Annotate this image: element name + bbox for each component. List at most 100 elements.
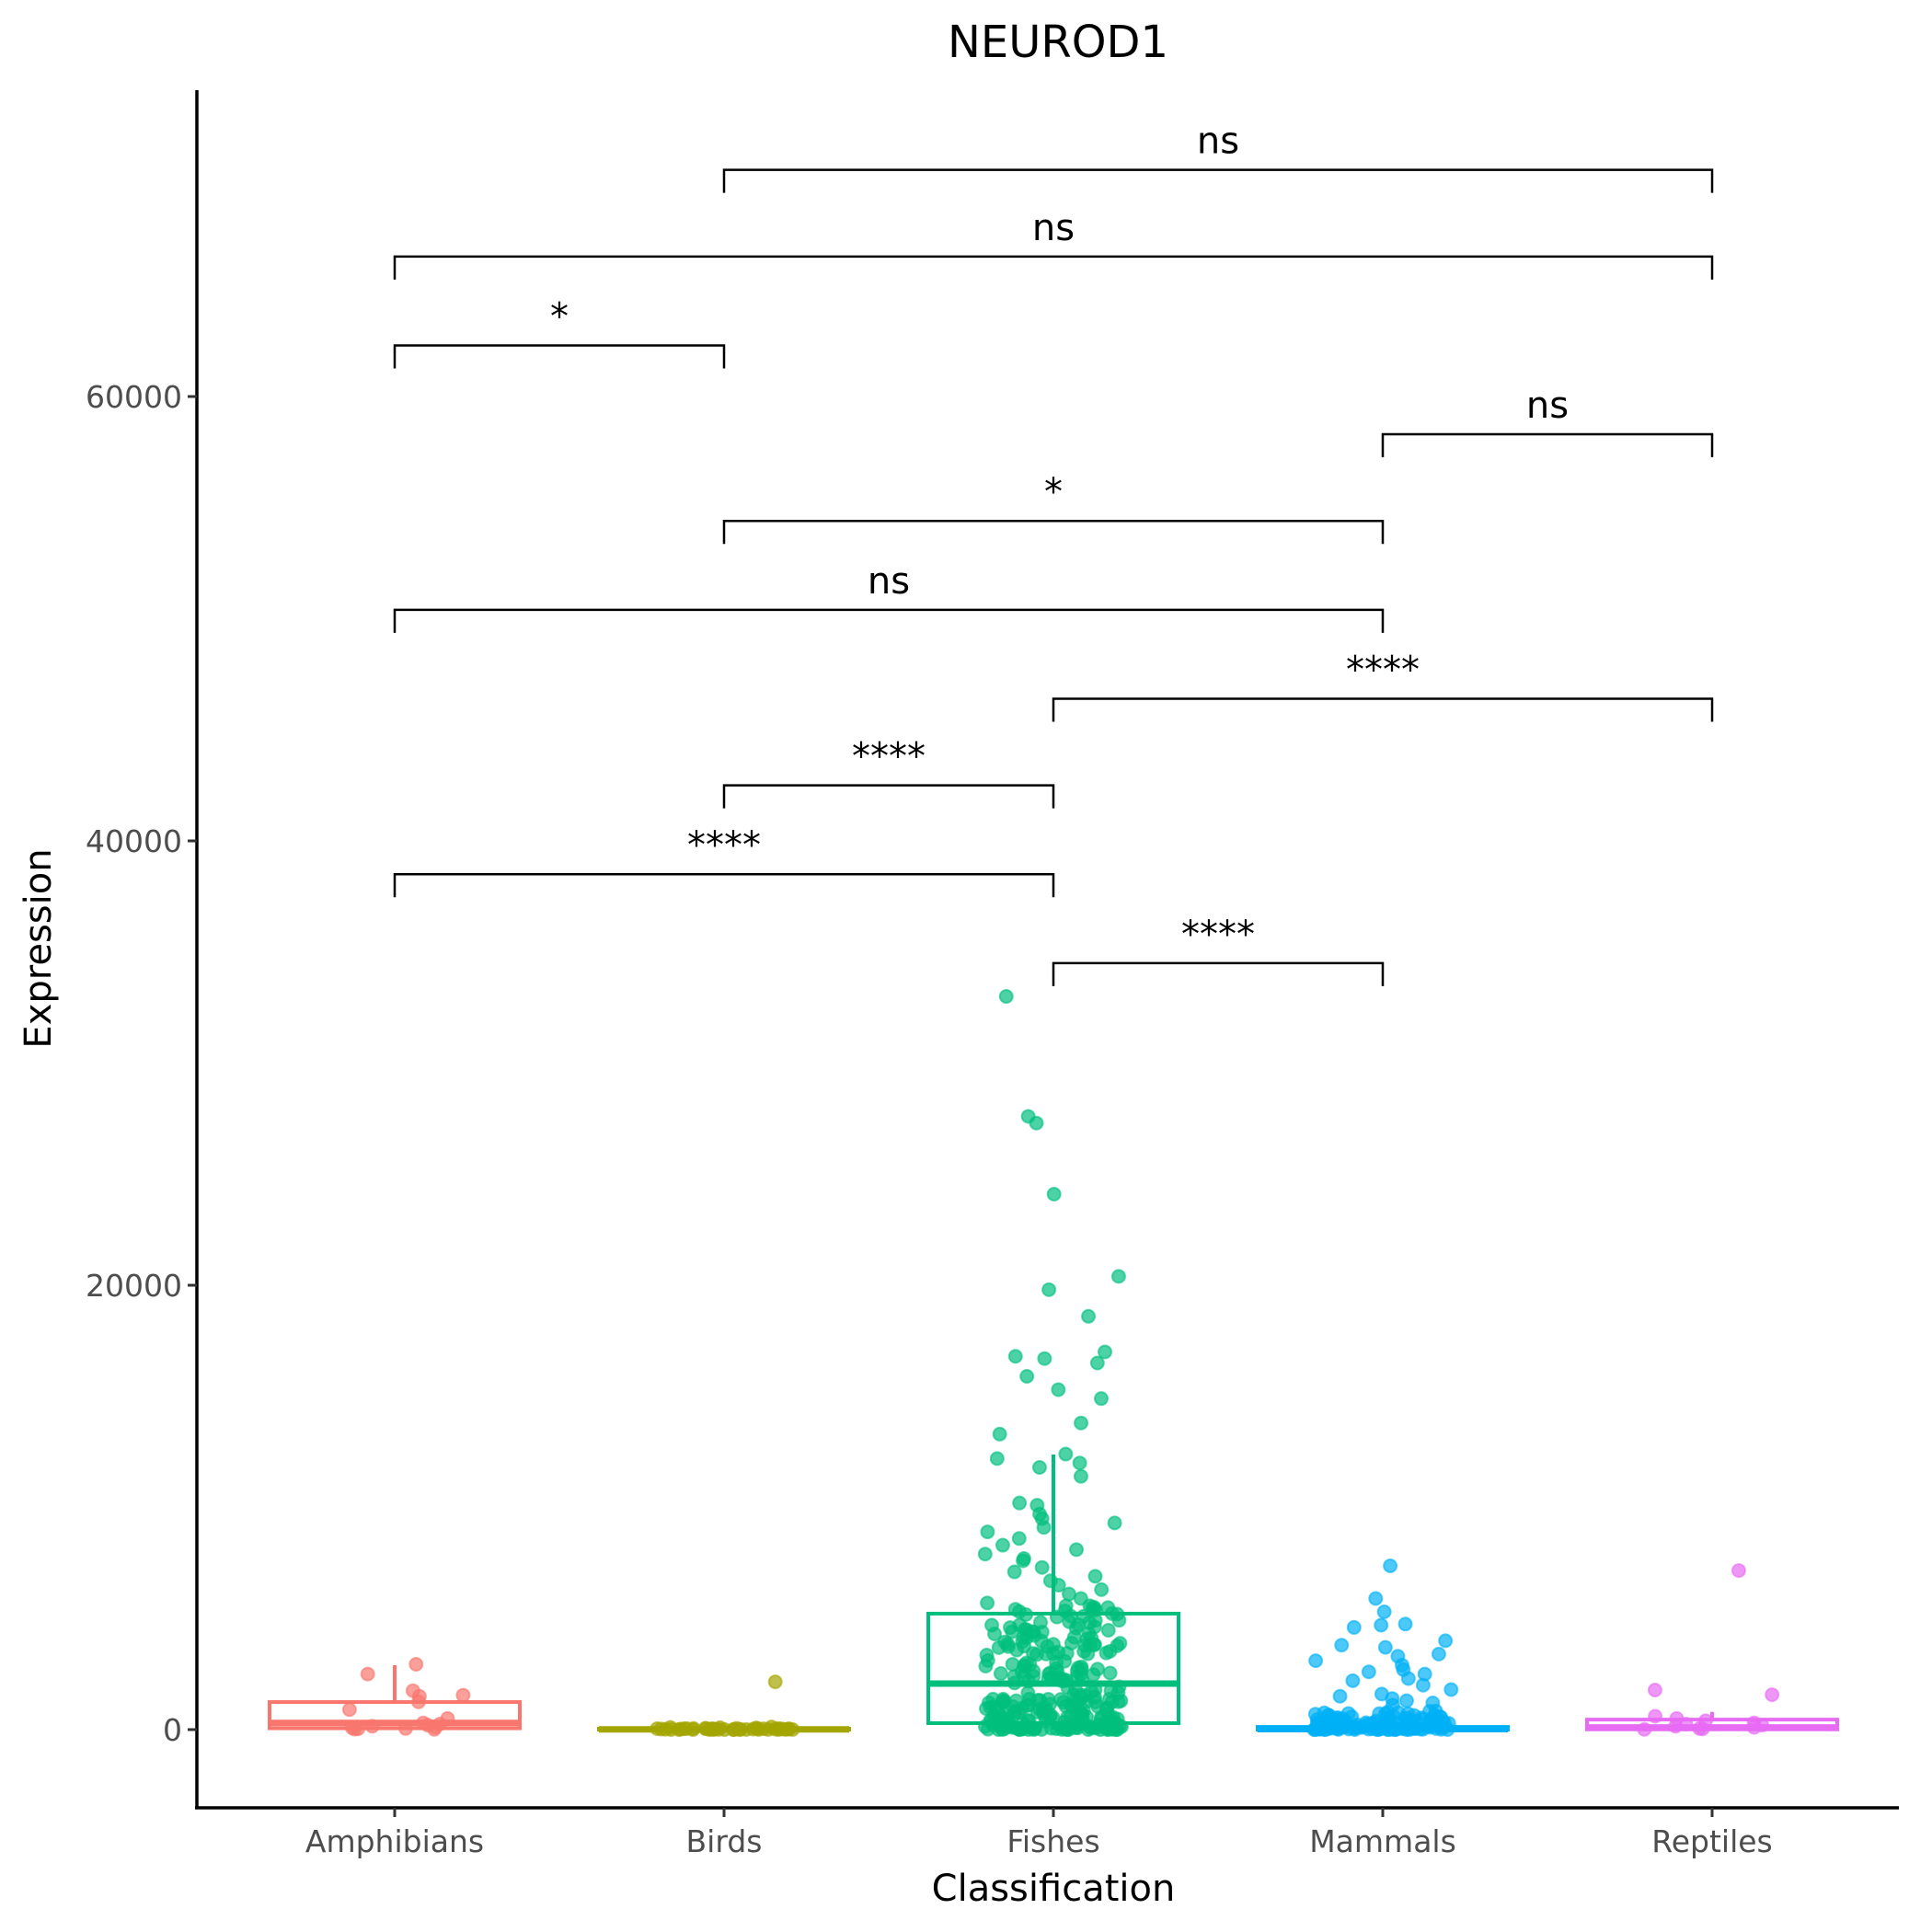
data-point [1330,1721,1346,1737]
data-point [1080,1646,1096,1662]
data-point [1093,1391,1109,1407]
data-point [980,1595,995,1611]
data-point [1647,1683,1662,1698]
data-point [1309,1719,1325,1734]
data-point [1026,1668,1041,1684]
x-axis-ticks: Amphibians Birds Fishes Mammals Reptiles [305,1808,1773,1859]
data-point [1016,1553,1031,1569]
x-tick-label: Birds [686,1823,763,1859]
data-point [1012,1495,1028,1511]
data-point [1036,1703,1052,1719]
data-point [702,1721,718,1737]
box-group-fishes [926,989,1180,1730]
data-point [1368,1713,1384,1729]
data-point [1061,1586,1076,1602]
data-point [1014,1700,1029,1716]
data-point [1045,1710,1061,1726]
plot-area [268,989,1839,1737]
significance-bracket: * [722,471,1385,545]
significance-bracket: **** [393,824,1055,898]
data-point [1390,1705,1406,1720]
data-point [1072,1455,1087,1471]
data-point [745,1721,761,1737]
bracket-line [722,784,1055,809]
data-point [1374,1617,1389,1633]
data-point [1098,1344,1113,1360]
data-point [1053,1692,1069,1708]
data-point [1006,1564,1022,1580]
data-point [1034,1624,1050,1639]
data-point [1438,1633,1454,1649]
data-point [995,1691,1011,1707]
data-point [1007,1349,1023,1364]
bracket-line [393,255,1714,280]
data-point [989,1451,1005,1466]
data-point [1074,1707,1089,1722]
data-point [767,1674,783,1690]
data-point [977,1719,993,1734]
data-point [986,1708,1002,1723]
data-point [1045,1637,1061,1652]
data-point [653,1721,669,1737]
box-iqr [268,1700,522,1731]
significance-label: **** [687,824,761,867]
data-point [978,1658,994,1673]
data-point [1415,1677,1431,1693]
data-point [1765,1687,1780,1703]
significance-bracket: ns [1381,385,1714,458]
data-point [1746,1719,1762,1735]
data-point [410,1694,426,1709]
data-point [1051,1382,1066,1397]
data-point [987,1627,1003,1642]
bracket-line [1052,961,1385,986]
significance-brackets: **** **** **** **** ns * ns * ns ns [393,121,1714,986]
data-point [1041,1282,1057,1297]
data-point [1387,1721,1403,1737]
data-point [1104,1605,1120,1621]
significance-label: **** [852,736,926,778]
data-point [676,1721,692,1737]
data-point [1695,1721,1710,1737]
data-point [1668,1719,1684,1734]
data-point [1082,1598,1098,1614]
data-point [1397,1616,1413,1632]
data-point [1075,1672,1090,1687]
data-point [1098,1645,1114,1661]
y-tick-label: 60000 [86,379,182,415]
bracket-line [1381,432,1714,458]
data-point [360,1666,375,1682]
data-point [1431,1646,1446,1662]
significance-bracket: ns [722,121,1714,193]
data-point [408,1656,424,1672]
data-point [993,1666,1008,1682]
chart-title: NEUROD1 [948,17,1168,68]
point-cloud-birds [650,1720,800,1737]
data-point [1398,1693,1414,1708]
data-point [341,1702,357,1718]
data-point [1107,1515,1122,1531]
data-point [1368,1591,1384,1606]
y-axis-ticks: 0 20000 40000 60000 [86,379,197,1748]
data-point [1400,1671,1416,1686]
data-point [1041,1672,1056,1687]
data-point [1055,1719,1071,1735]
x-tick-label: Amphibians [305,1823,484,1859]
significance-bracket: ns [393,207,1714,280]
x-axis-title: Classification [932,1868,1176,1910]
bracket-line [722,519,1385,545]
data-point [1087,1682,1103,1697]
data-point [1074,1415,1089,1431]
data-point [1412,1721,1428,1737]
bracket-line [393,344,726,369]
data-point [347,1721,362,1737]
data-point [1332,1688,1348,1704]
data-point [1323,1709,1339,1725]
significance-bracket: * [393,295,726,369]
significance-bracket: **** [722,736,1055,809]
data-point [427,1721,443,1737]
y-tick-label: 40000 [86,823,182,859]
data-point [1443,1682,1459,1697]
data-point [1006,1675,1022,1691]
data-point [977,1547,993,1562]
